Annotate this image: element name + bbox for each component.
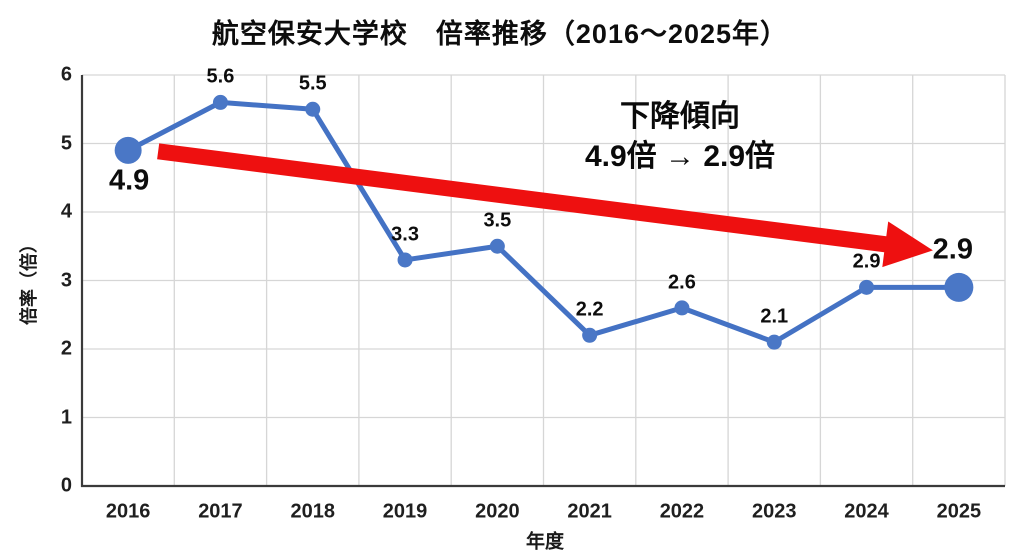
y-tick-label: 1 xyxy=(60,406,72,428)
x-tick-label: 2022 xyxy=(659,500,705,523)
annotation-line2: 4.9倍 → 2.9倍 xyxy=(584,140,776,173)
data-label: 2.9 xyxy=(852,250,881,273)
data-label: 2.2 xyxy=(575,298,604,321)
y-tick-label: 4 xyxy=(60,200,72,223)
y-tick-label: 0 xyxy=(60,474,72,497)
chart-title: 航空保安大学校 倍率推移（2016〜2025年） xyxy=(211,19,789,49)
data-label: 2.9 xyxy=(932,233,974,266)
data-point-marker xyxy=(212,94,228,110)
data-point-marker xyxy=(944,272,974,302)
x-tick-label: 2024 xyxy=(844,500,889,523)
data-point-marker xyxy=(489,238,505,254)
x-tick-label: 2017 xyxy=(198,500,243,523)
data-point-marker xyxy=(582,327,598,343)
annotation-line1: 下降傾向 xyxy=(620,100,740,133)
data-point-marker xyxy=(766,334,782,350)
y-tick-label: 6 xyxy=(60,63,72,86)
trend-arrow xyxy=(157,143,933,268)
data-label: 3.5 xyxy=(483,209,512,232)
x-tick-label: 2016 xyxy=(105,500,151,523)
data-point-marker xyxy=(305,101,321,117)
trend-annotation: 下降傾向 4.9倍 → 2.9倍 xyxy=(535,98,825,178)
trend-line xyxy=(125,99,962,345)
x-tick-label: 2018 xyxy=(290,500,336,523)
data-label: 2.6 xyxy=(668,271,696,294)
data-point-marker xyxy=(674,300,690,316)
data-point-marker xyxy=(859,279,875,295)
data-label: 5.6 xyxy=(206,65,235,88)
y-axis-title: 倍率（倍） xyxy=(19,235,39,325)
x-tick-label: 2020 xyxy=(475,500,520,523)
x-tick-label: 2019 xyxy=(382,500,428,523)
data-point-marker xyxy=(114,136,142,164)
x-axis-title: 年度 xyxy=(525,531,565,553)
data-label: 3.3 xyxy=(391,223,419,246)
y-tick-label: 3 xyxy=(60,269,72,291)
x-tick-label: 2023 xyxy=(752,500,797,523)
data-label: 5.5 xyxy=(298,72,327,95)
y-tick-label: 2 xyxy=(60,337,72,360)
y-tick-label: 5 xyxy=(60,132,72,154)
data-point-marker xyxy=(397,252,413,268)
x-tick-label: 2025 xyxy=(936,500,982,523)
x-tick-label: 2021 xyxy=(567,500,612,523)
data-label: 4.9 xyxy=(108,164,150,197)
data-label: 2.1 xyxy=(760,305,789,328)
